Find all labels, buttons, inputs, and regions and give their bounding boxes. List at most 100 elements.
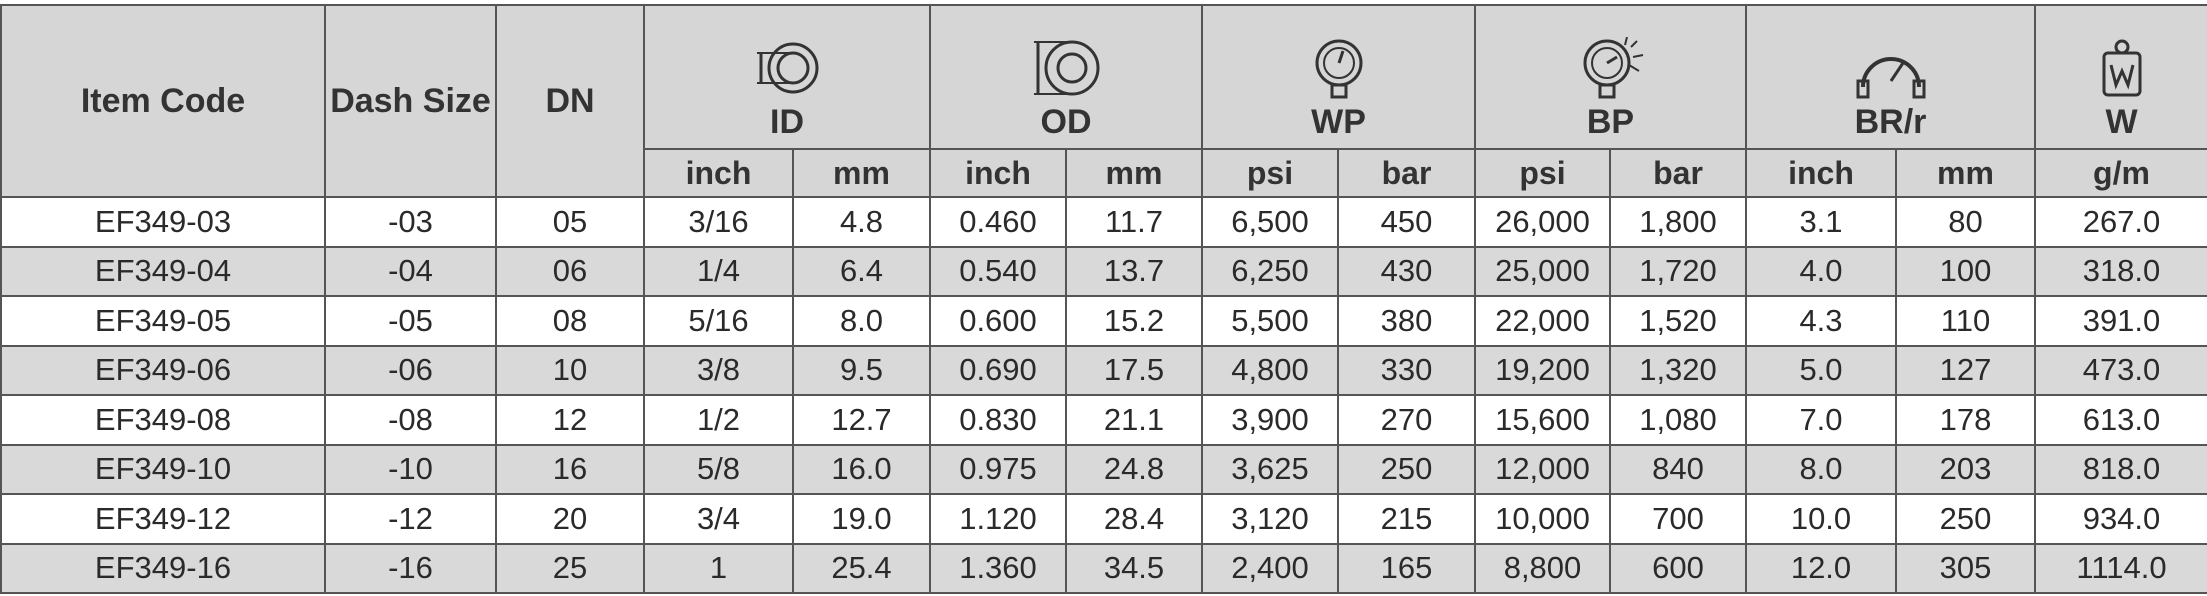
group-header: BR/r — [1745, 4, 2036, 150]
table-cell: 473.0 — [2034, 344, 2207, 396]
table-cell: 430 — [1337, 245, 1476, 297]
table-cell: 3.1 — [1745, 196, 1897, 248]
table-cell: 934.0 — [2034, 493, 2207, 545]
table-cell: 25.4 — [792, 542, 931, 594]
table-cell: 3/4 — [643, 493, 794, 545]
table-cell: 0.830 — [929, 394, 1067, 446]
group-label: BP — [1586, 103, 1635, 141]
unit-header: psi — [1474, 148, 1611, 198]
table-row: EF349-03 -03 05 3/16 4.8 0.460 11.7 6,500 450 26,… — [0, 196, 2207, 248]
table-cell: 25 — [495, 542, 645, 594]
group-header: OD — [929, 4, 1203, 150]
unit-header: mm — [1895, 148, 2036, 198]
table-cell: 1,080 — [1609, 394, 1747, 446]
group-label: WP — [1311, 103, 1366, 141]
table-row: EF349-10 -10 16 5/8 16.0 0.975 24.8 3,625 250 12,… — [0, 443, 2207, 495]
table-cell: 1,320 — [1609, 344, 1747, 396]
table-cell: 4.3 — [1745, 295, 1897, 347]
table-cell: 110 — [1895, 295, 2036, 347]
table-row: EF349-16 -16 25 1 25.4 1.360 34.5 2,400 165 8,800… — [0, 542, 2207, 594]
table-cell: 5.0 — [1745, 344, 1897, 396]
table-cell: 12.0 — [1745, 542, 1897, 594]
table-cell: 1 — [643, 542, 794, 594]
table-cell: 80 — [1895, 196, 2036, 248]
group-label: BR/r — [1854, 103, 1927, 141]
table-cell: 100 — [1895, 245, 2036, 297]
table-cell: -16 — [324, 542, 497, 594]
table-cell: 840 — [1609, 443, 1747, 495]
group-header: BP — [1474, 4, 1747, 150]
table-cell: 5/16 — [643, 295, 794, 347]
table-cell: 250 — [1895, 493, 2036, 545]
table-cell: 10.0 — [1745, 493, 1897, 545]
table-cell: 16.0 — [792, 443, 931, 495]
table-cell: 613.0 — [2034, 394, 2207, 446]
table-cell: 10 — [495, 344, 645, 396]
header-cell: Dash Size — [324, 4, 497, 198]
unit-header: bar — [1609, 148, 1747, 198]
table-cell: 12 — [495, 394, 645, 446]
table-cell: 19,200 — [1474, 344, 1611, 396]
table-cell: -08 — [324, 394, 497, 446]
table-cell: EF349-03 — [0, 196, 326, 248]
table-cell: 34.5 — [1065, 542, 1203, 594]
bp-icon — [1583, 37, 1643, 99]
group-header: ID — [643, 4, 931, 150]
table-cell: 600 — [1609, 542, 1747, 594]
table-cell: 3,120 — [1201, 493, 1339, 545]
weight-icon — [2102, 39, 2141, 97]
table-cell: 5/8 — [643, 443, 794, 495]
table-cell: EF349-04 — [0, 245, 326, 297]
table-cell: 165 — [1337, 542, 1476, 594]
table-cell: 6,500 — [1201, 196, 1339, 248]
table-cell: 8,800 — [1474, 542, 1611, 594]
table-cell: 3,900 — [1201, 394, 1339, 446]
unit-header: mm — [1065, 148, 1203, 198]
table-cell: 1,720 — [1609, 245, 1747, 297]
unit-header: bar — [1337, 148, 1476, 198]
table-cell: -12 — [324, 493, 497, 545]
table-cell: 270 — [1337, 394, 1476, 446]
unit-header: psi — [1201, 148, 1339, 198]
unit-header: g/m — [2034, 148, 2207, 198]
table-cell: 10,000 — [1474, 493, 1611, 545]
table-cell: 1,520 — [1609, 295, 1747, 347]
table-cell: 19.0 — [792, 493, 931, 545]
table-cell: 0.600 — [929, 295, 1067, 347]
table-cell: 28.4 — [1065, 493, 1203, 545]
table-cell: 0.690 — [929, 344, 1067, 396]
table-cell: 7.0 — [1745, 394, 1897, 446]
table-row: EF349-08 -08 12 1/2 12.7 0.830 21.1 3,900 270 15,… — [0, 394, 2207, 446]
table-cell: 178 — [1895, 394, 2036, 446]
table-cell: 4,800 — [1201, 344, 1339, 396]
table-cell: 11.7 — [1065, 196, 1203, 248]
table-cell: 3,625 — [1201, 443, 1339, 495]
header-cell: DN — [495, 4, 645, 198]
table-cell: 15.2 — [1065, 295, 1203, 347]
table-cell: -05 — [324, 295, 497, 347]
table-cell: -03 — [324, 196, 497, 248]
table-cell: 6.4 — [792, 245, 931, 297]
units-row: inch mm inch mm psi bar psi bar inch mm g/m — [1, 148, 2207, 198]
table-cell: 08 — [495, 295, 645, 347]
table-cell: 17.5 — [1065, 344, 1203, 396]
table-cell: 818.0 — [2034, 443, 2207, 495]
unit-header: mm — [792, 148, 931, 198]
table-cell: 1.360 — [929, 542, 1067, 594]
table-cell: 318.0 — [2034, 245, 2207, 297]
unit-header: inch — [929, 148, 1067, 198]
table-cell: 05 — [495, 196, 645, 248]
table-cell: 0.460 — [929, 196, 1067, 248]
table-cell: EF349-06 — [0, 344, 326, 396]
table-cell: 380 — [1337, 295, 1476, 347]
table-cell: EF349-16 — [0, 542, 326, 594]
id-icon — [757, 42, 819, 94]
table-cell: 267.0 — [2034, 196, 2207, 248]
br-icon — [1856, 57, 1925, 99]
table-cell: 22,000 — [1474, 295, 1611, 347]
table-cell: 9.5 — [792, 344, 931, 396]
table-cell: -10 — [324, 443, 497, 495]
table-cell: 3/8 — [643, 344, 794, 396]
table-cell: 15,600 — [1474, 394, 1611, 446]
table-body: EF349-03 -03 05 3/16 4.8 0.460 11.7 6,500 450 26,… — [0, 196, 2207, 594]
